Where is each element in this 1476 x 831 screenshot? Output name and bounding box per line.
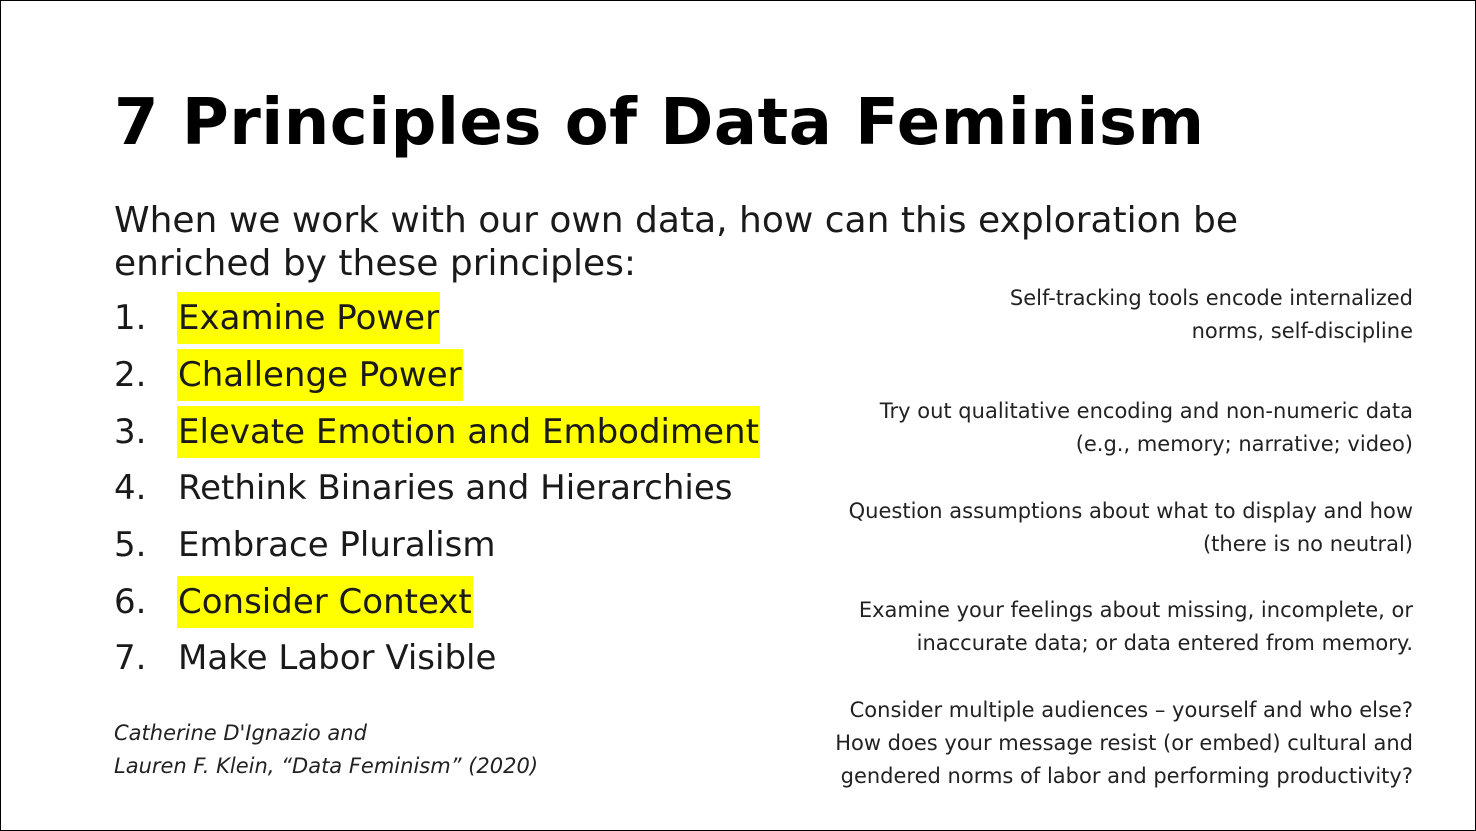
note-qualitative-encoding: Try out qualitative encoding and non-num… [773,395,1413,461]
principle-number: 1. [114,298,147,339]
principle-text: Challenge Power [177,349,463,402]
citation-line: Catherine D'Ignazio and [114,721,367,745]
note-line: Try out qualitative encoding and non-num… [879,399,1413,423]
principle-item-examine-power: 1. Examine Power [114,290,760,347]
principle-item-embrace-pluralism: 5. Embrace Pluralism [114,517,760,574]
intro-text: When we work with our own data, how can … [114,200,1238,284]
principle-number: 6. [114,581,147,622]
principle-item-elevate-emotion: 3. Elevate Emotion and Embodiment [114,403,760,460]
citation: Catherine D'Ignazio and Lauren F. Klein,… [114,717,538,783]
note-line: Question assumptions about what to displ… [848,499,1413,523]
note-line: (e.g., memory; narrative; video) [1075,432,1413,456]
note-line: (there is no neutral) [1202,532,1413,556]
principle-text: Consider Context [177,575,473,628]
note-line: norms, self-discipline [1191,319,1413,343]
note-line: inaccurate data; or data entered from me… [916,631,1413,655]
principle-number: 2. [114,355,147,396]
slide-title: 7 Principles of Data Feminism [114,86,1205,160]
note-line: gendered norms of labor and performing p… [840,764,1413,788]
note-line: How does your message resist (or embed) … [835,731,1413,755]
principle-text: Embrace Pluralism [178,525,496,566]
principle-item-challenge-power: 2. Challenge Power [114,347,760,404]
principle-number: 4. [114,468,147,509]
note-line: Self-tracking tools encode internalized [1009,286,1413,310]
note-question-assumptions: Question assumptions about what to displ… [773,495,1413,561]
note-multiple-audiences: Consider multiple audiences – yourself a… [773,694,1413,793]
principle-text: Make Labor Visible [178,638,497,679]
principle-text: Examine Power [177,292,441,345]
principle-number: 7. [114,638,147,679]
principle-item-consider-context: 6. Consider Context [114,573,760,630]
principles-list: 1. Examine Power 2. Challenge Power 3. E… [114,290,760,687]
principle-item-rethink-binaries: 4. Rethink Binaries and Hierarchies [114,460,760,517]
note-missing-data: Examine your feelings about missing, inc… [773,594,1413,660]
citation-line: Lauren F. Klein, “Data Feminism” (2020) [114,754,539,778]
note-self-tracking: Self-tracking tools encode internalized … [773,282,1413,348]
note-line: Consider multiple audiences – yourself a… [849,698,1413,722]
principle-item-make-labor-visible: 7. Make Labor Visible [114,630,760,687]
principle-text: Rethink Binaries and Hierarchies [178,468,733,509]
principle-number: 3. [114,411,147,452]
note-line: Examine your feelings about missing, inc… [858,598,1413,622]
principle-number: 5. [114,525,147,566]
principle-text: Elevate Emotion and Embodiment [177,405,760,458]
